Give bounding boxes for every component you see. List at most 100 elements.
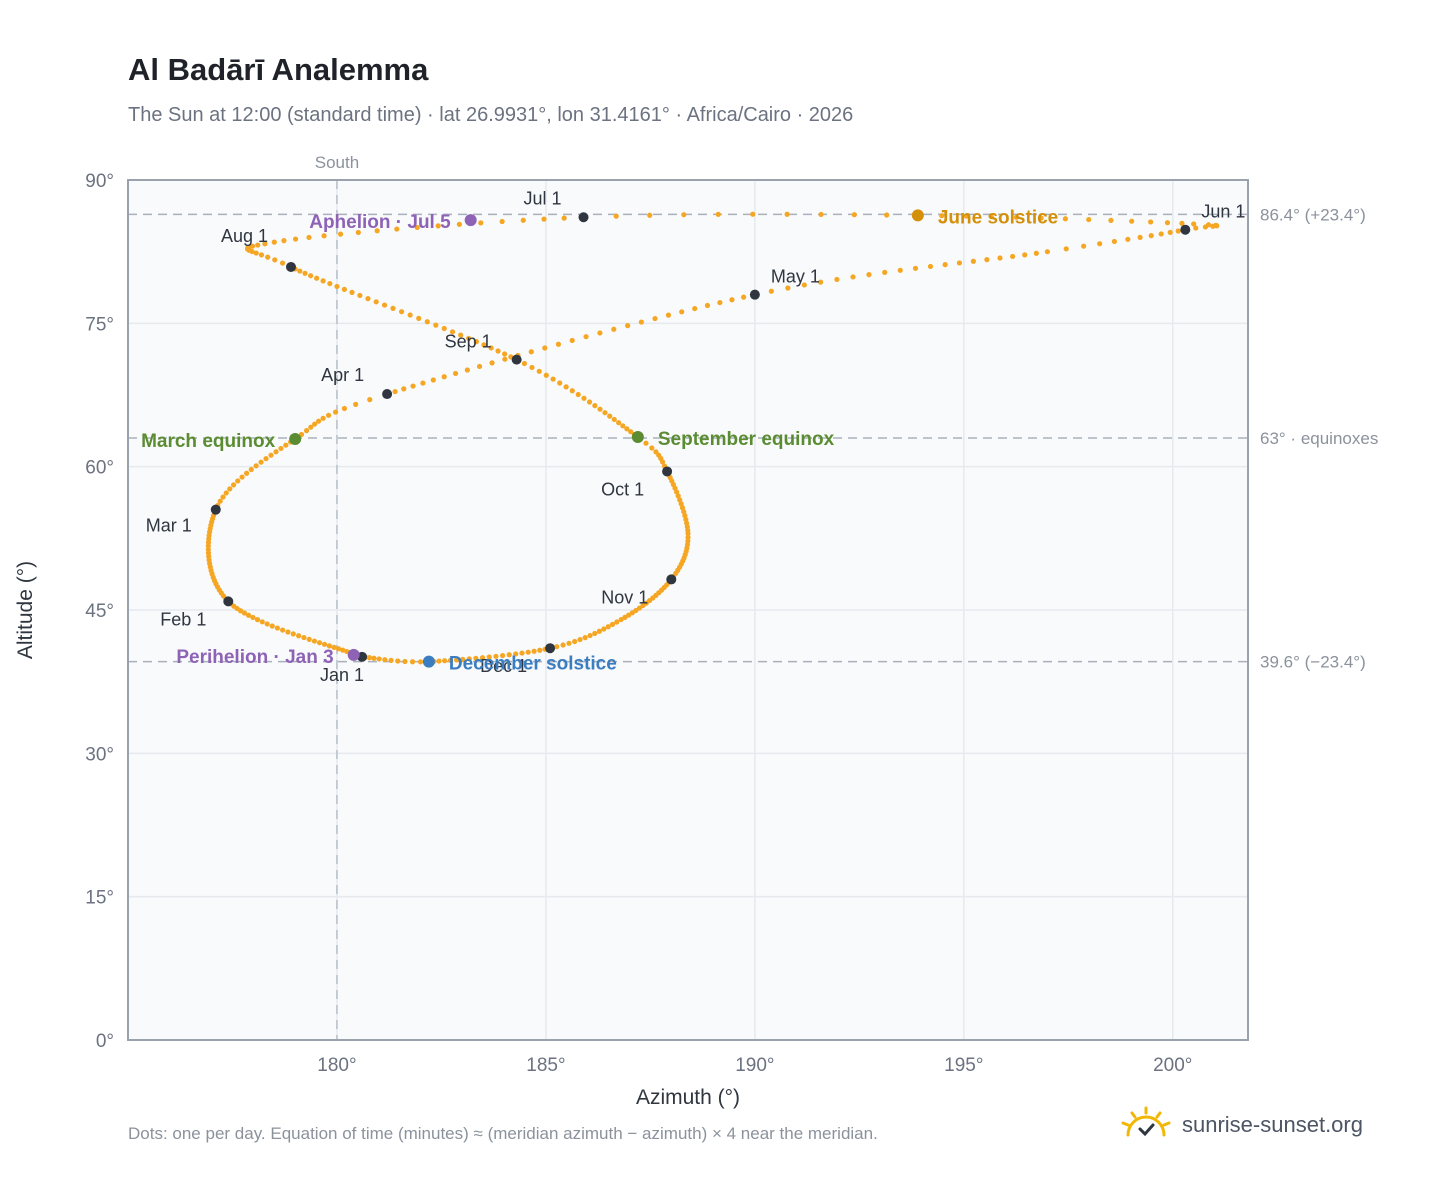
day-dot [337,231,344,237]
day-dot [997,255,1003,261]
day-dot [785,285,791,291]
day-dot [414,224,420,231]
event-marker-label: September equinox [658,429,835,450]
day-dot [597,330,603,336]
day-dot [550,376,556,382]
month-marker-label: Apr 1 [321,365,364,385]
day-dot [685,530,691,537]
day-dot [388,657,394,663]
day-dot [285,629,291,635]
x-tick-label: 195° [944,1055,983,1076]
day-dot [265,254,271,260]
day-dot [452,370,459,377]
day-dot [882,269,888,275]
day-dot [1038,215,1044,221]
month-marker-dot [285,261,296,272]
day-dot [618,616,624,623]
day-dot [1097,241,1103,247]
month-marker-label: Dec 1 [480,656,527,676]
brand-name: sunrise-sunset.org [1182,1112,1363,1137]
day-dot [281,238,287,244]
y-tick-label: 90° [85,171,114,192]
day-dot [244,470,250,476]
day-dot [715,211,721,217]
day-dot [227,486,233,492]
month-marker-label: Aug 1 [221,226,268,246]
day-dot [607,413,613,419]
day-dot [500,652,506,659]
day-dot [449,329,456,335]
brand-logo[interactable]: sunrise-sunset.org [1120,1100,1363,1150]
analemma-dots [205,211,1220,665]
day-dot [692,305,698,312]
south-label: South [315,153,359,172]
day-dot [424,319,430,325]
day-dot [292,236,299,242]
day-dot [729,297,735,303]
day-dot [1010,253,1016,260]
day-dot [613,213,619,219]
day-dot [521,360,528,367]
day-dot [1033,250,1039,256]
day-dot [217,498,223,504]
day-dot [269,623,275,629]
day-dot [410,383,416,389]
day-dot [253,250,259,256]
day-dot [555,341,562,347]
month-marker-dot [223,596,234,607]
day-dot [394,226,400,232]
day-dot [717,299,723,306]
event-marker-dot [631,431,644,444]
day-dot [605,624,611,630]
day-dot [495,348,501,354]
month-markers: Jan 1 Feb 1 Mar 1 Apr 1 May 1 Jun 1 Jul 1 Aug 1… [146,188,1246,685]
day-dot [390,305,396,311]
day-dot [308,424,314,430]
day-dot [258,459,264,465]
day-dot [402,658,408,665]
x-tick-label: 200° [1153,1055,1192,1076]
day-dot [575,391,581,398]
day-dot [665,312,672,318]
day-dot [801,282,807,288]
day-dot [675,493,681,499]
month-marker-label: Mar 1 [146,516,192,536]
day-dot [850,274,856,280]
day-dot [273,449,279,455]
south-line: South [315,153,359,1040]
day-dot [624,426,630,432]
day-dot [334,283,340,290]
day-dot [529,364,535,371]
day-dot [479,655,486,661]
day-dot [537,647,543,653]
day-dot [628,429,634,435]
day-dot [272,257,278,263]
day-dot [417,659,424,665]
day-dot [488,345,494,351]
day-dot [609,621,616,627]
day-dot [592,403,598,409]
day-dot [1111,238,1117,245]
day-dot [280,627,286,633]
day-dot [542,345,548,351]
day-dot [1063,246,1069,252]
axis-ticks: 180° 185° 190° 195° 200° 0° 15° 30° 45° 60° 75° 90° [85,171,1192,1076]
x-tick-label: 180° [317,1055,356,1076]
y-axis-label: Altitude (°) [14,561,37,659]
day-dot [519,650,525,656]
reference-line-label: 39.6° (−23.4°) [1260,653,1366,672]
day-dot [1213,222,1219,228]
day-dot [1108,217,1114,223]
day-dot [596,628,602,634]
day-dot [254,617,261,623]
day-dot [353,401,359,407]
day-dot [271,239,277,245]
day-dot [939,213,945,219]
day-dot [611,326,617,332]
day-dot [741,294,747,300]
day-dot [626,612,632,618]
day-dot [249,248,255,255]
day-dot [241,610,248,616]
month-marker-dot [382,389,393,400]
